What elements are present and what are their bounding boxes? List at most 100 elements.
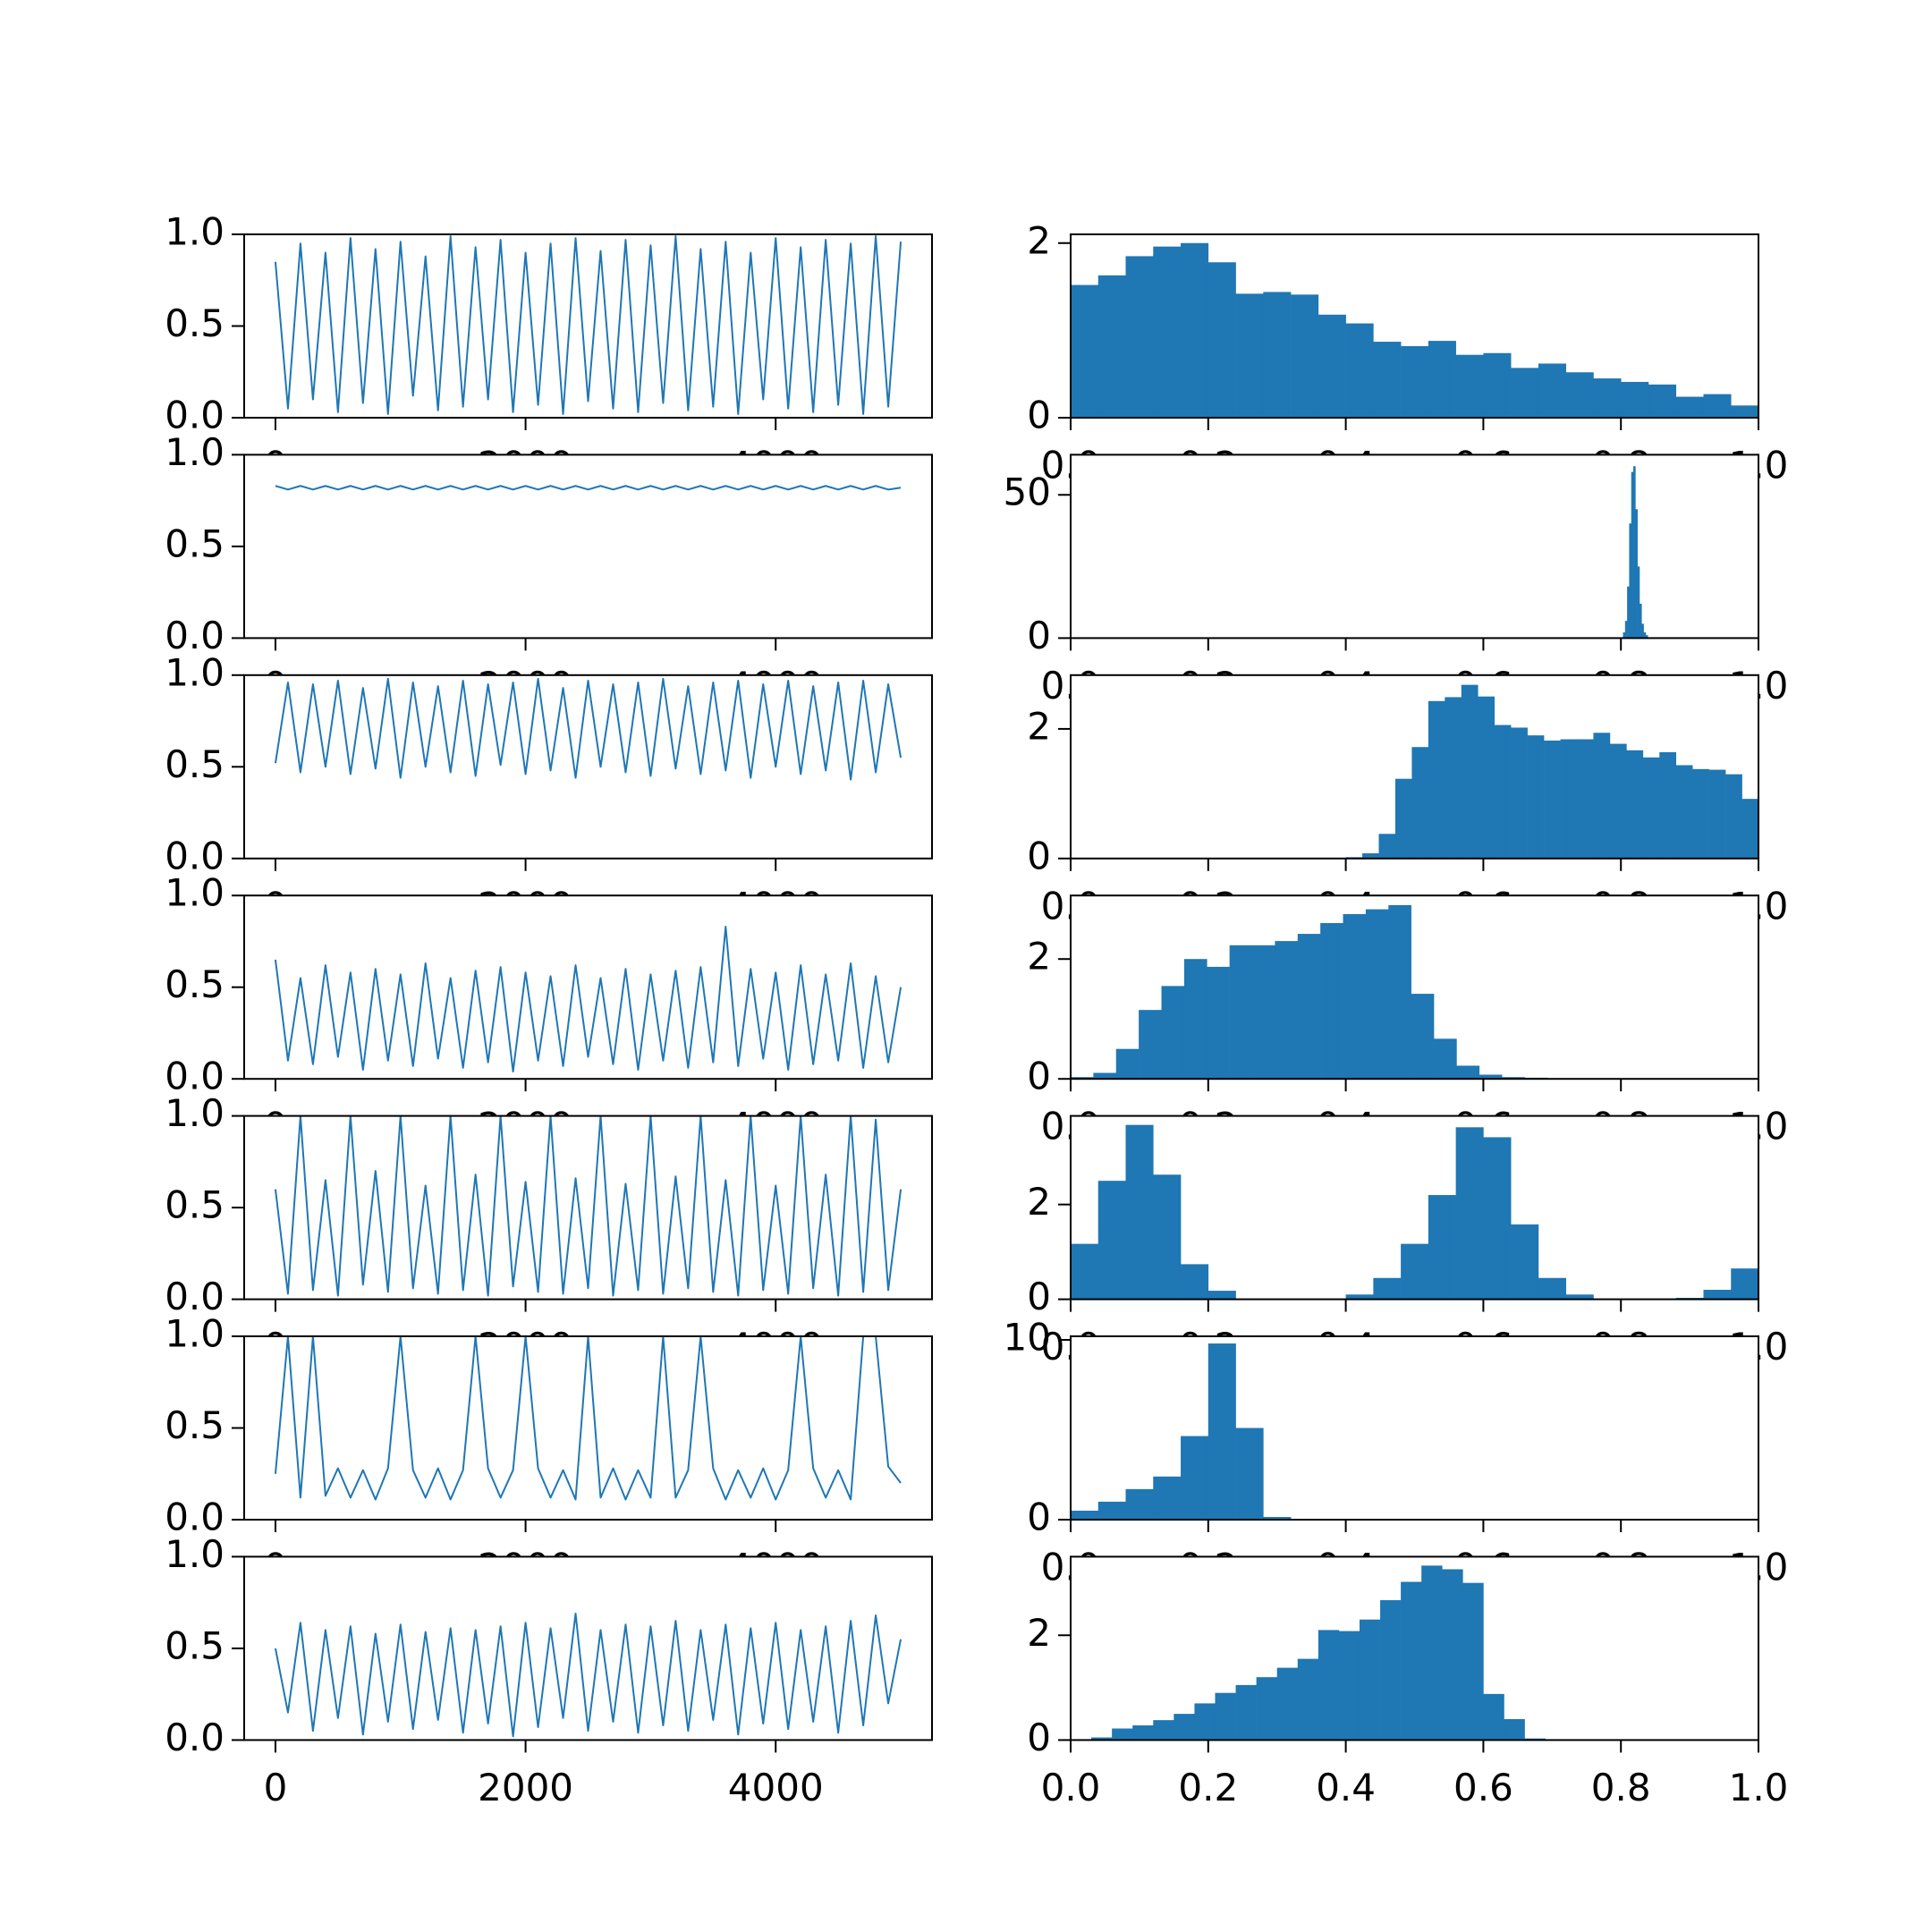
- histogram-bar: [1263, 1516, 1292, 1520]
- y-tick-label: 0: [1027, 1275, 1051, 1318]
- histogram-bar: [1161, 986, 1185, 1080]
- histogram-bar: [1479, 1074, 1503, 1080]
- histogram-bar: [1181, 1436, 1209, 1520]
- plot-area: [1071, 904, 1639, 1080]
- histogram-bar: [1153, 246, 1182, 418]
- histogram-bar: [1401, 1243, 1429, 1300]
- panel-background: [244, 454, 932, 639]
- histogram-bar: [1411, 747, 1429, 859]
- histogram-bar: [1675, 396, 1704, 418]
- histogram-bar: [1434, 1038, 1457, 1080]
- x-tick-label: 0.4: [1316, 1766, 1376, 1809]
- histogram-bar: [1343, 913, 1367, 1080]
- histogram-bar: [1504, 1718, 1525, 1741]
- histogram-bar: [1741, 799, 1758, 859]
- panel-background: [244, 1556, 932, 1741]
- y-tick-label: 1.0: [165, 1532, 225, 1576]
- histogram-bar: [1208, 1291, 1236, 1300]
- histogram-bar: [1320, 923, 1343, 1080]
- histogram-bar: [1428, 1195, 1456, 1300]
- histogram-bar: [1544, 740, 1561, 859]
- histogram-bar: [1153, 1720, 1174, 1741]
- plot-area: [1071, 1565, 1566, 1741]
- histogram-bar: [1455, 1127, 1484, 1300]
- histogram-bar: [1675, 765, 1693, 859]
- histogram-bar: [1560, 739, 1578, 859]
- plot-area: [1345, 684, 1758, 859]
- histogram-bar: [1629, 523, 1632, 639]
- y-tick-label: 0: [1027, 614, 1051, 657]
- histogram-bar: [1093, 1072, 1117, 1080]
- histogram-bar: [1115, 1048, 1140, 1080]
- x-tick-label: 2000: [478, 1766, 573, 1809]
- plot-area: [274, 1612, 902, 1738]
- histogram-bar: [1645, 635, 1648, 639]
- histogram-bar: [1428, 341, 1456, 418]
- histogram-bar: [1071, 1510, 1099, 1520]
- histogram-bar: [1411, 994, 1435, 1080]
- histogram-bar: [1593, 378, 1622, 418]
- y-tick-label: 2: [1027, 935, 1051, 979]
- histogram-bar: [1455, 354, 1484, 418]
- histogram-bar: [1132, 1725, 1154, 1741]
- trace-line: [274, 677, 902, 781]
- histogram-bar: [1609, 743, 1627, 859]
- trace-line: [274, 1336, 902, 1501]
- y-tick-label: 0.0: [165, 394, 225, 437]
- y-tick-label: 0.5: [165, 301, 225, 345]
- histogram-bar: [1692, 768, 1709, 859]
- y-tick-label: 1.0: [165, 1312, 225, 1356]
- y-tick-label: 1.0: [165, 430, 225, 474]
- histogram-bar: [1071, 1077, 1094, 1080]
- axes-frame: [1070, 1555, 1759, 1741]
- panel: 0.00.20.40.60.81.002: [1027, 1114, 1788, 1368]
- histogram-bar: [1275, 941, 1299, 1080]
- axes-frame: [1070, 453, 1759, 640]
- x-tick-label: 0.2: [1178, 1766, 1238, 1809]
- histogram-bar: [1235, 293, 1264, 418]
- histogram-bar: [1112, 1728, 1133, 1741]
- histogram-bar: [1318, 314, 1346, 418]
- histogram-bar: [1642, 757, 1660, 859]
- histogram-bar: [1483, 352, 1512, 418]
- histogram-bar: [1380, 1600, 1402, 1741]
- trace-line: [274, 1612, 902, 1738]
- plot-area: [1071, 1343, 1758, 1520]
- histogram-bar: [1731, 405, 1758, 418]
- histogram-bar: [1276, 1667, 1299, 1741]
- plot-area: [275, 485, 902, 491]
- panel-background: [244, 1115, 932, 1300]
- histogram-bar: [1097, 275, 1126, 418]
- x-tick-label: 0.8: [1591, 1766, 1651, 1809]
- panel: 0.00.20.40.60.81.002: [1027, 674, 1788, 928]
- histogram-bar: [1345, 1294, 1374, 1300]
- histogram-bar: [1478, 696, 1496, 859]
- histogram-bar: [1445, 697, 1462, 859]
- histogram-bar: [1461, 684, 1479, 859]
- histogram-bar: [1359, 1619, 1381, 1741]
- histogram-bar: [1153, 1174, 1182, 1300]
- histogram-bar: [1388, 904, 1411, 1080]
- histogram-bar: [1373, 1277, 1402, 1300]
- histogram-bar: [1338, 1631, 1360, 1741]
- y-tick-label: 2: [1027, 1180, 1051, 1224]
- y-tick-label: 0.0: [165, 1496, 225, 1539]
- x-tick-label: 1.0: [1729, 1766, 1789, 1809]
- plot-area: [1071, 242, 1758, 418]
- histogram-bar: [1235, 1428, 1264, 1520]
- histogram-bar: [1401, 345, 1429, 418]
- y-tick-label: 1.0: [165, 210, 225, 254]
- panel-background: [244, 895, 932, 1080]
- histogram-bar: [1635, 509, 1638, 639]
- axes-frame: [1070, 674, 1759, 860]
- trace-line: [274, 926, 902, 1072]
- histogram-bar: [1442, 1569, 1463, 1741]
- axes-frame: [1070, 1114, 1759, 1301]
- histogram-bar: [1624, 621, 1628, 639]
- histogram-bar: [1291, 294, 1319, 418]
- axes-frame: [1070, 1335, 1759, 1521]
- histogram-bar: [1703, 394, 1732, 418]
